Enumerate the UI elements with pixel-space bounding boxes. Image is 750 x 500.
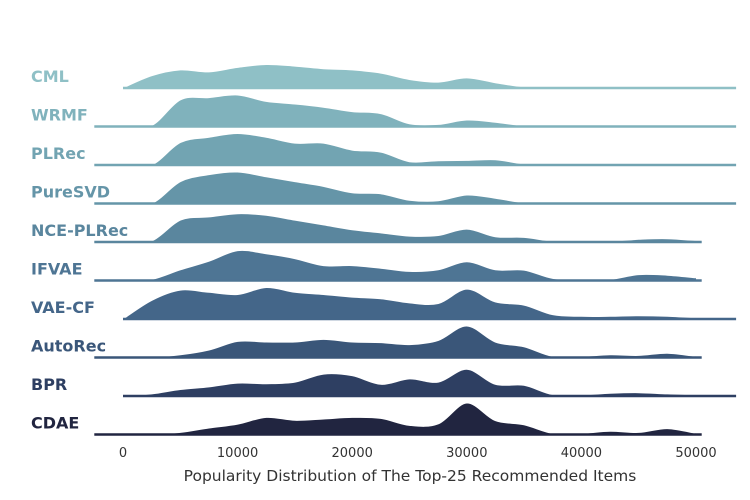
- row-label-cml: CML: [31, 67, 69, 86]
- ridge-area-bpr: [123, 368, 696, 396]
- ridge-outline-vae-cf: [122, 285, 697, 320]
- ridge-outline-bpr: [122, 367, 697, 397]
- row-label-cdae: CDAE: [31, 414, 79, 433]
- ridge-autorec: [94, 324, 702, 359]
- ridge-area-puresvd: [123, 171, 696, 205]
- row-label-puresvd: PureSVD: [31, 183, 110, 202]
- x-tick-label: 10000: [217, 446, 258, 461]
- x-tick-label: 20000: [332, 446, 373, 461]
- row-label-ifvae: IFVAE: [31, 260, 83, 279]
- ridge-vae-cf: [122, 285, 737, 321]
- row-label-bpr: BPR: [31, 375, 67, 394]
- ridge-area-wrmf: [123, 94, 696, 128]
- ridge-puresvd: [94, 170, 737, 206]
- x-tick-label: 50000: [675, 446, 716, 461]
- ridge-area-cdae: [123, 402, 696, 435]
- row-label-plrec: PLRec: [31, 144, 86, 163]
- x-tick-label: 0: [119, 446, 127, 461]
- ridge-bpr: [122, 367, 737, 398]
- ridge-area-autorec: [123, 325, 696, 358]
- ridge-ifvae: [94, 248, 702, 282]
- row-label-autorec: AutoRec: [31, 337, 106, 356]
- ridge-area-nce-plrec: [123, 213, 696, 243]
- row-labels: CML WRMF PLRec PureSVD NCE-PLRec IFVAE VAE-CF A…: [31, 67, 128, 433]
- ridge-outline-cdae: [122, 401, 697, 436]
- row-label-nce-plrec: NCE-PLRec: [31, 221, 128, 240]
- ridge-cml: [122, 62, 737, 90]
- x-axis-label: Popularity Distribution of The Top-25 Re…: [184, 467, 637, 485]
- ridge-wrmf: [94, 93, 737, 129]
- ridge-nce-plrec: [94, 212, 702, 244]
- ridge-plrec: [94, 131, 737, 168]
- ridges: [94, 62, 737, 436]
- ridge-area-ifvae: [123, 249, 696, 281]
- ridge-cdae: [94, 401, 702, 436]
- row-label-vae-cf: VAE-CF: [31, 298, 95, 317]
- x-tick-label: 30000: [446, 446, 487, 461]
- ridge-area-plrec: [123, 133, 696, 167]
- x-axis: 0 10000 20000 30000 40000 50000: [119, 446, 717, 461]
- x-tick-label: 40000: [561, 446, 602, 461]
- ridge-outline-autorec: [122, 324, 697, 359]
- ridge-area-cml: [123, 63, 696, 88]
- row-label-wrmf: WRMF: [31, 106, 88, 125]
